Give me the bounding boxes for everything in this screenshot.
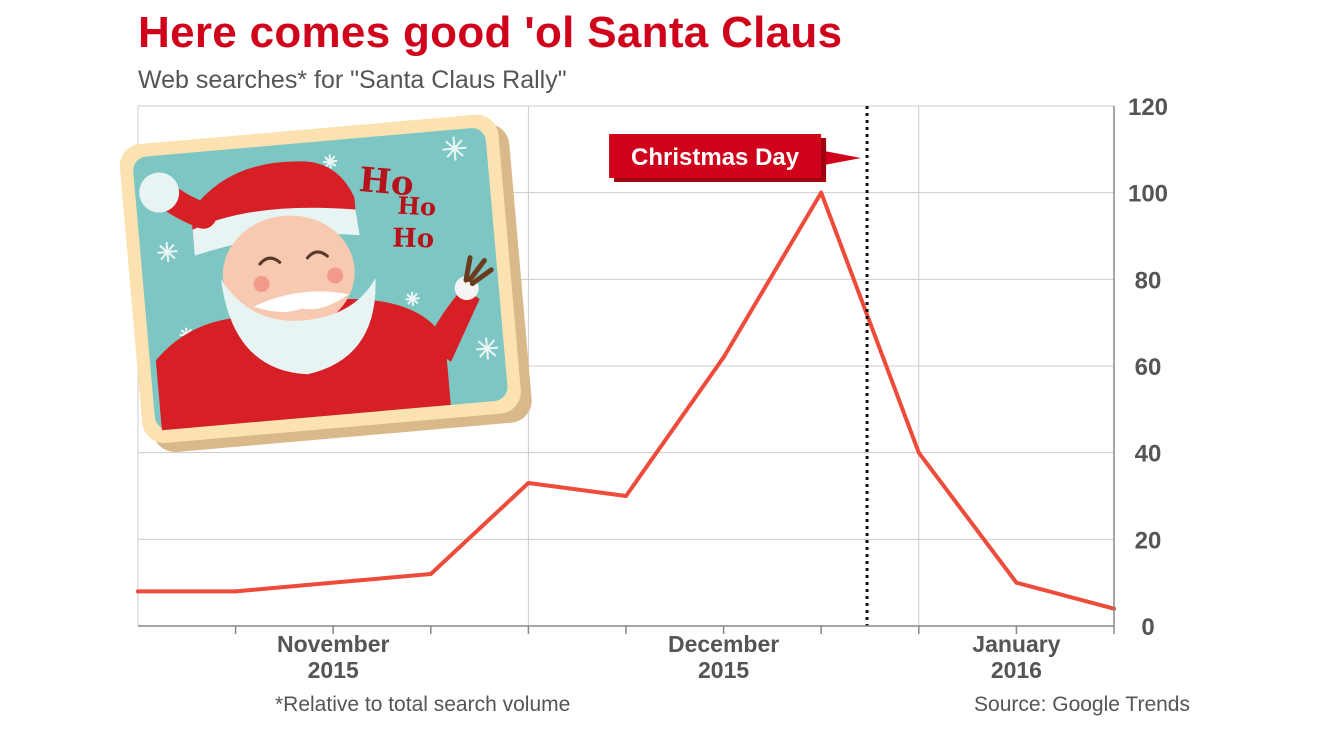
data-point (233, 589, 238, 594)
y-tick-label: 80 (1135, 267, 1162, 294)
footnote: *Relative to total search volume (275, 693, 571, 716)
axis-layer: 020406080100120November2015December2015J… (138, 94, 1168, 683)
data-point (331, 580, 336, 585)
x-tick-label: November (277, 631, 390, 657)
ho-text-3: Ho (392, 224, 434, 255)
data-point (916, 450, 921, 455)
chart-subtitle: Web searches* for "Santa Claus Rally" (138, 66, 567, 94)
ho-text-2: Ho (397, 191, 437, 222)
y-tick-label: 120 (1128, 94, 1168, 121)
data-point (1014, 580, 1019, 585)
data-point (721, 355, 726, 360)
callout-box (609, 134, 822, 178)
y-tick-label: 60 (1135, 354, 1162, 381)
data-point (136, 589, 140, 594)
data-point (428, 572, 433, 576)
data-point (624, 494, 628, 498)
ho-text-1: Ho (357, 160, 415, 205)
y-tick-label: 40 (1135, 441, 1162, 468)
x-tick-label: December (668, 631, 779, 657)
series-layer (136, 190, 1116, 611)
data-point (526, 481, 531, 485)
data-point (819, 190, 824, 195)
chart-title: Here comes good 'ol Santa Claus (138, 8, 843, 57)
y-tick-label: 20 (1135, 527, 1162, 554)
santa-claus-illustration: Ho Ho Ho (119, 114, 532, 453)
x-tick-label: January (972, 631, 1060, 657)
x-tick-label: 2016 (991, 657, 1042, 683)
y-tick-label: 100 (1128, 181, 1168, 208)
source-note: Source: Google Trends (974, 693, 1190, 716)
x-tick-label: 2015 (308, 657, 359, 683)
y-tick-label: 0 (1141, 614, 1154, 641)
callout-label: Christmas Day (631, 144, 800, 171)
callout-pointer (819, 150, 862, 166)
annotation-layer: Christmas Day (609, 106, 869, 626)
x-tick-label: 2015 (698, 657, 749, 683)
